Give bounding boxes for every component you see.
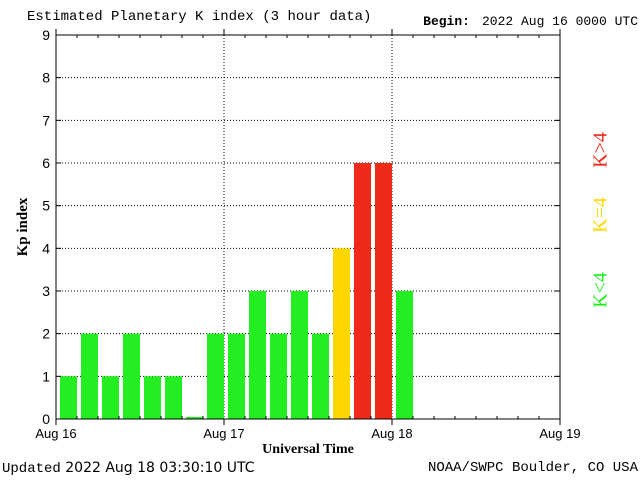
begin-value: 2022 Aug 16 0000 UTC	[481, 14, 638, 29]
kp-bar	[207, 333, 224, 419]
updated-info: Updated 2022 Aug 18 03:30:10 UTC	[2, 460, 254, 477]
y-tick-label: 3	[42, 283, 50, 299]
kp-bar	[249, 291, 266, 419]
kp-bar	[165, 376, 182, 419]
kp-bar	[375, 163, 392, 419]
legend-k-equal-4: K=4	[590, 197, 612, 233]
x-tick-label: Aug 17	[203, 426, 244, 441]
kp-bar	[270, 333, 287, 419]
kp-bar	[60, 376, 77, 419]
begin-info: Begin: 2022 Aug 16 0000 UTC	[423, 14, 638, 29]
kp-bar	[354, 163, 371, 419]
begin-label: Begin:	[423, 14, 470, 29]
credit-text: NOAA/SWPC Boulder, CO USA	[427, 460, 638, 476]
y-tick-label: 6	[42, 155, 50, 171]
x-tick-label: Aug 16	[35, 426, 76, 441]
kp-bar	[396, 291, 413, 419]
x-tick-label: Aug 19	[539, 426, 580, 441]
kp-bar	[123, 333, 140, 419]
legend-k-less-4: K<4	[590, 272, 612, 308]
y-tick-label: 1	[42, 368, 50, 384]
y-tick-label: 2	[42, 326, 50, 342]
kp-bar	[312, 333, 329, 419]
y-tick-label: 4	[42, 240, 50, 256]
kp-bar	[291, 291, 308, 419]
y-tick-label: 7	[42, 112, 50, 128]
x-tick-label: Aug 18	[371, 426, 412, 441]
legend-k-greater-4: K>4	[590, 132, 612, 168]
kp-bar	[333, 248, 350, 419]
x-axis-label: Universal Time	[262, 442, 354, 457]
chart-title: Estimated Planetary K index (3 hour data…	[27, 9, 372, 25]
updated-label: Updated	[2, 461, 61, 477]
y-tick-label: 5	[42, 198, 50, 214]
y-tick-label: 9	[42, 27, 50, 43]
updated-value: 2022 Aug 18 03:30:10 UTC	[65, 460, 255, 476]
y-tick-label: 0	[42, 411, 50, 427]
kp-bar	[186, 416, 203, 419]
kp-bar	[81, 333, 98, 419]
kp-bar	[228, 333, 245, 419]
y-axis-label: Kp index	[15, 197, 31, 256]
y-tick-label: 8	[42, 70, 50, 86]
kp-bar	[102, 376, 119, 419]
kp-bar	[144, 376, 161, 419]
